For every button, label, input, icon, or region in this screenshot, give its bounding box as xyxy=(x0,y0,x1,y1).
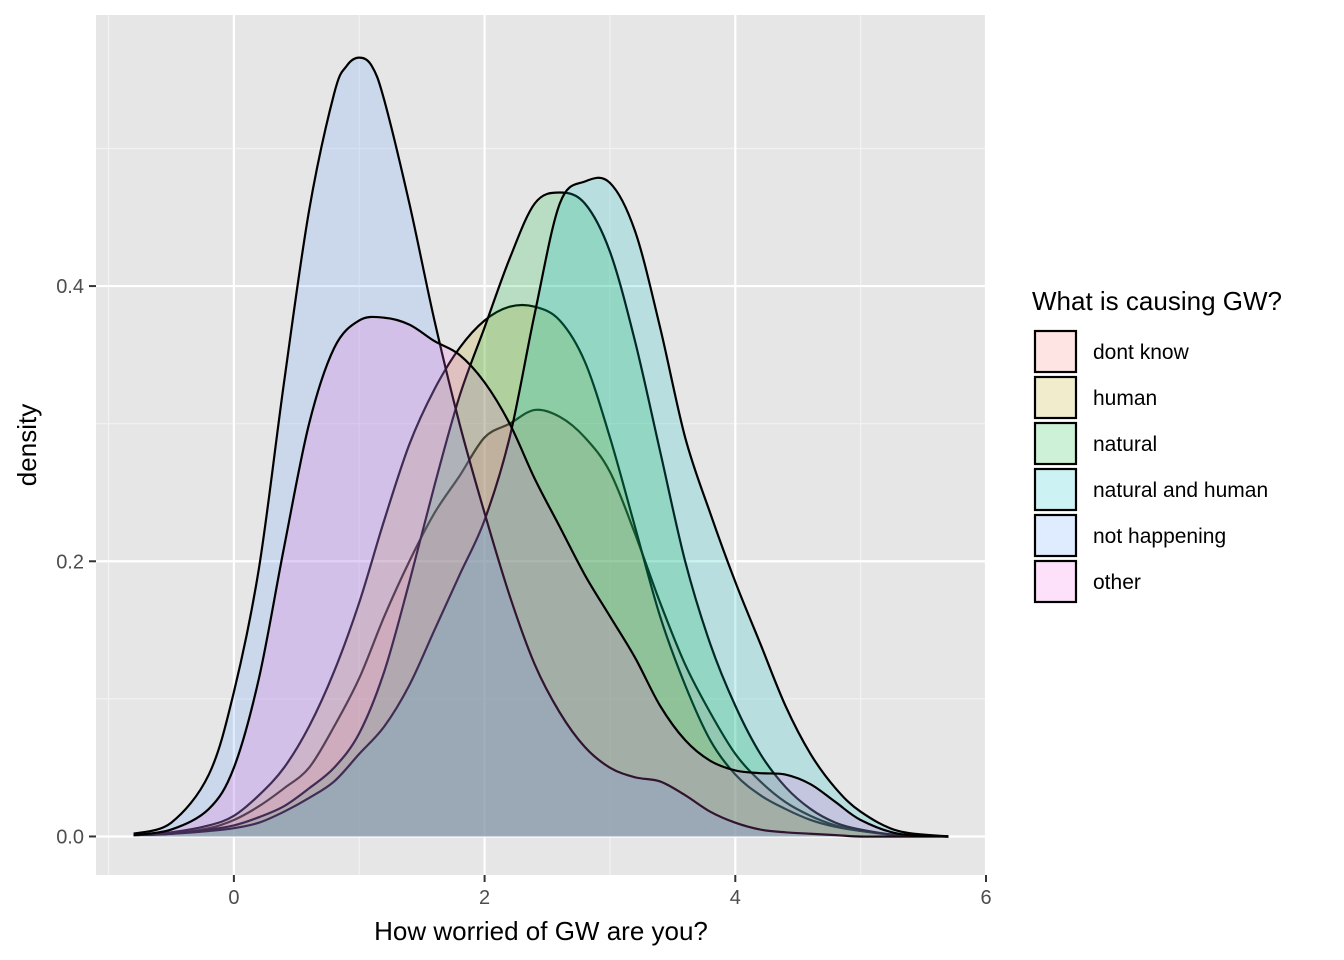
density-area-not-happening xyxy=(133,57,949,837)
legend-label-other: other xyxy=(1093,571,1141,594)
legend-key-not-happening xyxy=(1033,513,1078,558)
density-area-natural-and-human xyxy=(133,177,949,837)
density-area-human xyxy=(133,304,949,837)
legend-key-other xyxy=(1033,559,1078,604)
x-tick-label: 2 xyxy=(479,887,490,909)
density-line-natural-and-human xyxy=(133,176,949,838)
density-area-other xyxy=(133,316,949,837)
legend-title: What is causing GW? xyxy=(1032,286,1282,316)
x-tick-label: 0 xyxy=(228,887,239,909)
legend-label-not-happening: not happening xyxy=(1093,525,1226,548)
density-line-not-happening xyxy=(133,56,949,838)
x-axis-title: How worried of GW are you? xyxy=(374,916,708,946)
x-tick-label: 4 xyxy=(730,887,741,909)
legend-key-dont-know xyxy=(1033,329,1078,374)
y-axis-title: density xyxy=(12,404,42,486)
legend-label-dont-know: dont know xyxy=(1093,341,1190,364)
legend-key-bg-human xyxy=(1034,376,1077,419)
y-tick-label: 0.4 xyxy=(56,276,84,298)
legend-key-natural xyxy=(1033,421,1078,466)
density-line-natural xyxy=(133,191,949,838)
legend-key-natural-and-human xyxy=(1033,467,1078,512)
y-tick-label: 0.2 xyxy=(56,551,84,573)
y-tick-label: 0.0 xyxy=(56,826,84,848)
panel-background xyxy=(96,15,986,875)
density-line-dont-know xyxy=(133,408,949,838)
legend: What is causing GW? dont know human natura… xyxy=(1032,286,1282,604)
legend-key-human xyxy=(1033,375,1078,420)
legend-key-bg-not-happening xyxy=(1034,514,1077,557)
legend-label-human: human xyxy=(1093,387,1157,410)
legend-key-bg-natural-and-human xyxy=(1034,468,1077,511)
legend-key-bg-natural xyxy=(1034,422,1077,465)
density-area-dont-know xyxy=(133,409,949,837)
x-tick-label: 6 xyxy=(980,887,991,909)
density-line-other xyxy=(133,315,949,838)
density-line-human xyxy=(133,303,949,838)
legend-label-natural: natural xyxy=(1093,433,1157,456)
density-series xyxy=(133,56,949,838)
legend-label-natural-and-human: natural and human xyxy=(1093,479,1268,502)
y-axis: 0.0 0.2 0.4 xyxy=(56,276,96,848)
x-axis: 0 2 4 6 xyxy=(228,875,992,909)
density-area-natural xyxy=(133,192,949,837)
legend-key-bg-other xyxy=(1034,560,1077,603)
legend-key-bg-dont-know xyxy=(1034,330,1077,373)
minor-gridlines xyxy=(96,15,986,875)
